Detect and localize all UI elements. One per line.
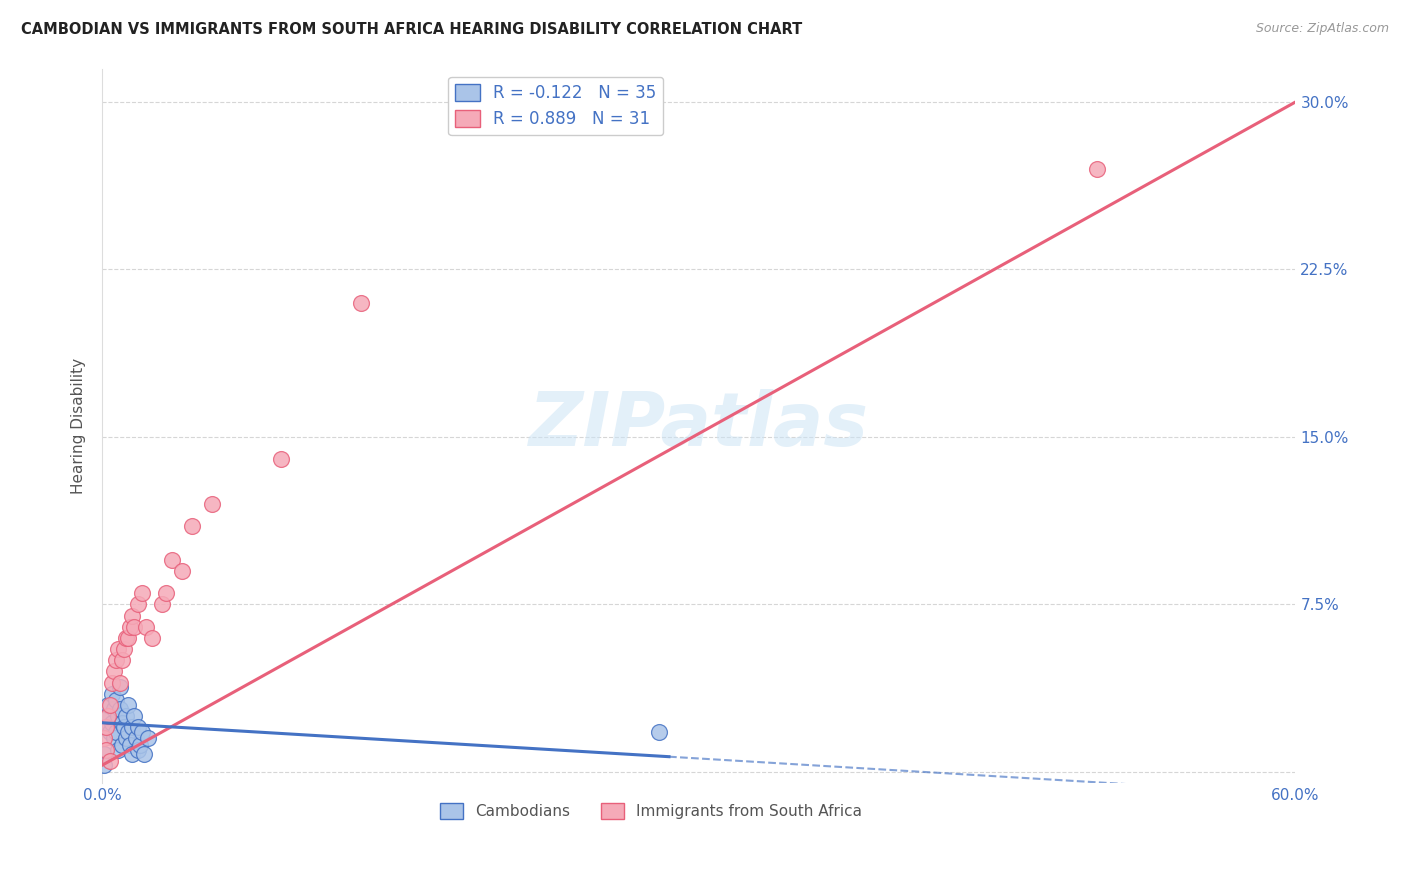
Point bbox=[107, 642, 129, 657]
Point bbox=[160, 553, 183, 567]
Point bbox=[111, 738, 134, 752]
Point bbox=[136, 731, 159, 746]
Point bbox=[132, 747, 155, 761]
Point bbox=[93, 747, 115, 761]
Text: ZIPatlas: ZIPatlas bbox=[529, 389, 869, 462]
Point bbox=[129, 738, 152, 752]
Point bbox=[107, 742, 129, 756]
Point bbox=[1085, 161, 1108, 176]
Point bbox=[103, 731, 125, 746]
Point bbox=[115, 731, 138, 746]
Point bbox=[127, 598, 149, 612]
Point bbox=[350, 296, 373, 310]
Point bbox=[125, 731, 148, 746]
Point bbox=[121, 747, 143, 761]
Point bbox=[122, 709, 145, 723]
Point bbox=[131, 586, 153, 600]
Point bbox=[121, 720, 143, 734]
Text: Source: ZipAtlas.com: Source: ZipAtlas.com bbox=[1256, 22, 1389, 36]
Point bbox=[200, 497, 222, 511]
Point bbox=[135, 620, 157, 634]
Point bbox=[122, 620, 145, 634]
Point bbox=[118, 620, 141, 634]
Point bbox=[103, 665, 125, 679]
Point bbox=[98, 698, 121, 712]
Point bbox=[111, 715, 134, 730]
Point bbox=[127, 720, 149, 734]
Point bbox=[96, 709, 118, 723]
Point bbox=[103, 702, 125, 716]
Point bbox=[121, 608, 143, 623]
Point bbox=[101, 687, 124, 701]
Point bbox=[107, 709, 129, 723]
Point bbox=[108, 680, 131, 694]
Point bbox=[98, 724, 121, 739]
Point bbox=[101, 715, 124, 730]
Point bbox=[93, 758, 115, 772]
Point bbox=[97, 698, 120, 712]
Point bbox=[112, 720, 135, 734]
Y-axis label: Hearing Disability: Hearing Disability bbox=[72, 358, 86, 494]
Point bbox=[97, 709, 120, 723]
Point bbox=[648, 724, 671, 739]
Point bbox=[105, 724, 128, 739]
Point bbox=[111, 653, 134, 667]
Point bbox=[96, 742, 118, 756]
Point bbox=[115, 709, 138, 723]
Point bbox=[108, 675, 131, 690]
Point bbox=[131, 724, 153, 739]
Point bbox=[112, 642, 135, 657]
Point bbox=[115, 631, 138, 645]
Point bbox=[150, 598, 173, 612]
Point bbox=[118, 738, 141, 752]
Point bbox=[180, 519, 202, 533]
Point bbox=[101, 675, 124, 690]
Point bbox=[141, 631, 163, 645]
Point bbox=[117, 631, 139, 645]
Point bbox=[127, 742, 149, 756]
Point bbox=[96, 720, 118, 734]
Text: CAMBODIAN VS IMMIGRANTS FROM SOUTH AFRICA HEARING DISABILITY CORRELATION CHART: CAMBODIAN VS IMMIGRANTS FROM SOUTH AFRIC… bbox=[21, 22, 803, 37]
Legend: Cambodians, Immigrants from South Africa: Cambodians, Immigrants from South Africa bbox=[434, 797, 868, 825]
Point bbox=[105, 693, 128, 707]
Point bbox=[108, 702, 131, 716]
Point bbox=[155, 586, 177, 600]
Point bbox=[93, 720, 115, 734]
Point bbox=[170, 564, 193, 578]
Point bbox=[105, 653, 128, 667]
Point bbox=[93, 731, 115, 746]
Point bbox=[270, 452, 292, 467]
Point bbox=[117, 698, 139, 712]
Point bbox=[98, 754, 121, 768]
Point bbox=[117, 724, 139, 739]
